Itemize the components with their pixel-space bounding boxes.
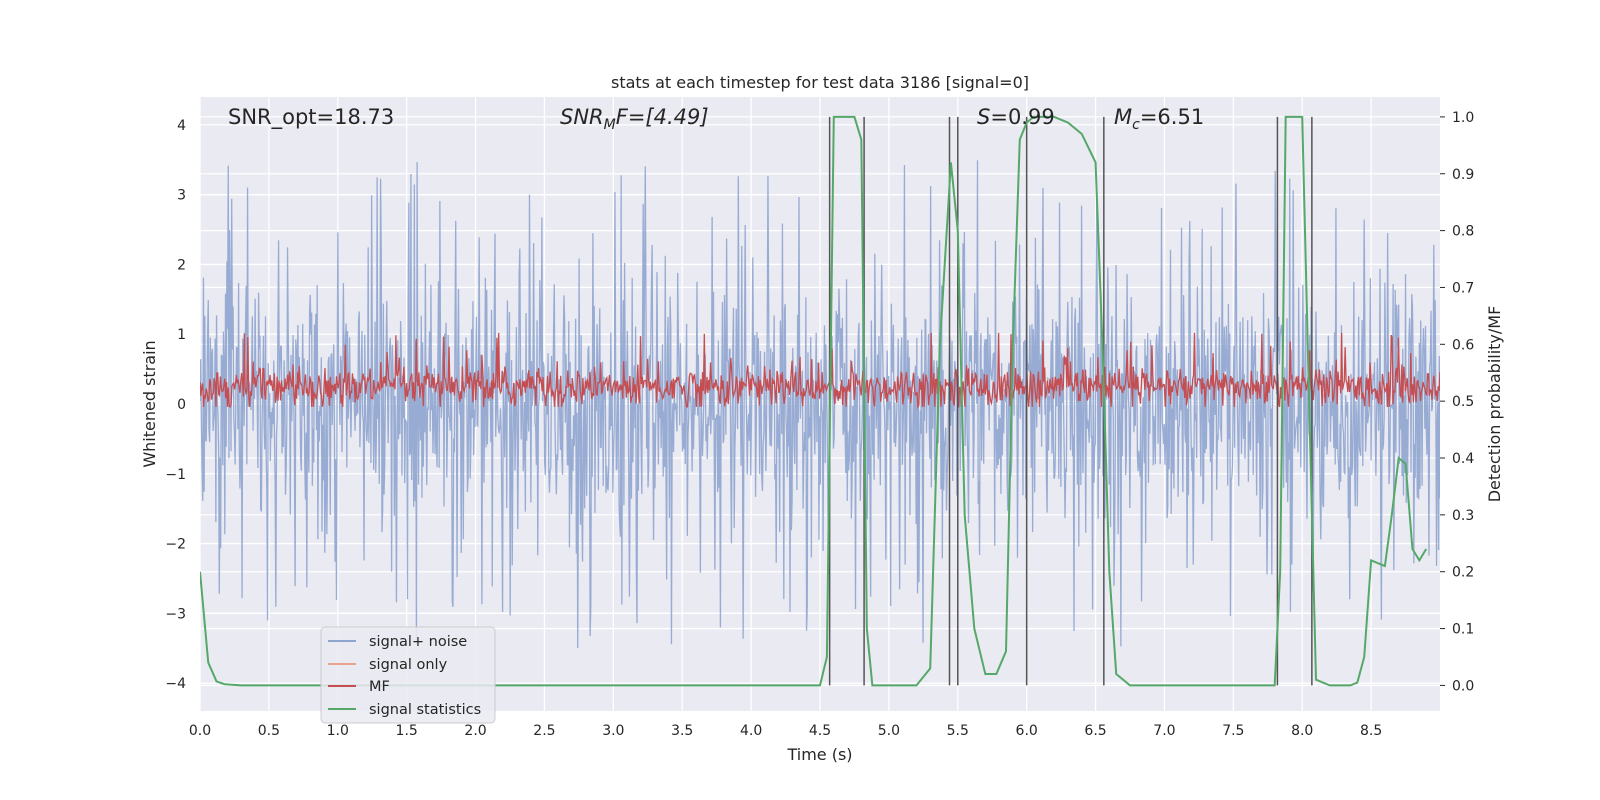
x-tick-label: 4.0 (740, 723, 762, 739)
x-tick-label: 6.0 (1016, 723, 1038, 739)
x-tick-label: 1.5 (396, 723, 418, 739)
x-tick-label: 5.5 (947, 723, 969, 739)
x-tick-label: 5.0 (878, 723, 900, 739)
annotation-mc: Mc=6.51 (1114, 105, 1204, 133)
y-tick-label: 4 (177, 118, 186, 134)
y-tick-label: −1 (165, 467, 186, 483)
y-right-tick-label: 0.2 (1452, 565, 1474, 581)
annotation-s-value: =0.99 (990, 105, 1054, 129)
line-mf (200, 332, 1440, 410)
y-right-tick-label: 0.0 (1452, 678, 1474, 694)
x-tick-label: 7.5 (1222, 723, 1244, 739)
x-tick-label: 4.5 (809, 723, 831, 739)
annotation-snr-mf: SNRMF=[4.49] (560, 105, 709, 133)
legend-label-signal-noise: signal+ noise (369, 634, 467, 650)
axis-ticks: 0.0 0.5 1.0 1.5 2.0 2.5 3.0 3.5 4.0 4.5 5.0 5.5 6.0 6… (165, 110, 1474, 739)
y-right-tick-label: 0.1 (1452, 622, 1474, 638)
x-tick-label: 0.0 (189, 723, 211, 739)
y-right-tick-label: 0.9 (1452, 167, 1474, 183)
x-tick-label: 7.0 (1153, 723, 1175, 739)
annotation-mc-value: =6.51 (1140, 105, 1204, 129)
y-axis-label: Whitened strain (140, 340, 159, 467)
x-tick-label: 3.0 (602, 723, 624, 739)
x-tick-label: 2.5 (533, 723, 555, 739)
chart-title: stats at each timestep for test data 318… (611, 73, 1029, 92)
x-tick-label: 0.5 (258, 723, 280, 739)
annotation-s-symbol: S (977, 105, 990, 129)
x-axis-label: Time (s) (786, 745, 852, 764)
legend-box (320, 626, 496, 724)
legend-label-signal-only: signal only (369, 657, 448, 673)
annotation-snr-opt: SNR_opt=18.73 (228, 105, 394, 130)
y-tick-label: 2 (177, 257, 186, 273)
x-tick-label: 2.0 (464, 723, 486, 739)
annotation-snr-mf-symbol: SNR (560, 105, 604, 129)
y-right-tick-label: 0.7 (1452, 280, 1474, 296)
x-tick-label: 1.0 (327, 723, 349, 739)
legend-label-signal-statistics: signal statistics (369, 702, 481, 718)
annotation-mc-sub: c (1132, 117, 1140, 133)
y-right-tick-label: 0.4 (1452, 451, 1474, 467)
y-right-tick-label: 1.0 (1452, 110, 1474, 126)
y-tick-label: 0 (177, 397, 186, 413)
y-tick-label: −3 (165, 606, 186, 622)
series-mf (200, 332, 1440, 410)
y-tick-label: −2 (165, 537, 186, 553)
annotation-snr-mf-sub: M (604, 117, 616, 133)
legend-label-mf: MF (369, 679, 390, 695)
legend: signal+ noise signal only MF signal stat… (320, 626, 496, 724)
y-right-tick-label: 0.3 (1452, 508, 1474, 524)
x-tick-label: 8.5 (1360, 723, 1382, 739)
y-tick-label: 3 (177, 188, 186, 204)
y-right-axis-label: Detection probability/MF (1485, 306, 1504, 503)
y-tick-label: 1 (177, 327, 186, 343)
line-signal-statistics (200, 115, 1428, 687)
x-tick-label: 6.5 (1084, 723, 1106, 739)
annotation-snr-mf-suffix: F=[4.49] (616, 105, 709, 129)
y-right-tick-label: 0.5 (1452, 394, 1474, 410)
x-tick-label: 8.0 (1291, 723, 1313, 739)
annotation-s: S=0.99 (977, 105, 1055, 129)
y-right-tick-label: 0.6 (1452, 337, 1474, 353)
y-right-tick-label: 0.8 (1452, 224, 1474, 240)
y-tick-label: −4 (165, 676, 186, 692)
x-tick-label: 3.5 (671, 723, 693, 739)
annotation-mc-symbol: M (1114, 105, 1132, 129)
series-signal-statistics (200, 115, 1428, 687)
